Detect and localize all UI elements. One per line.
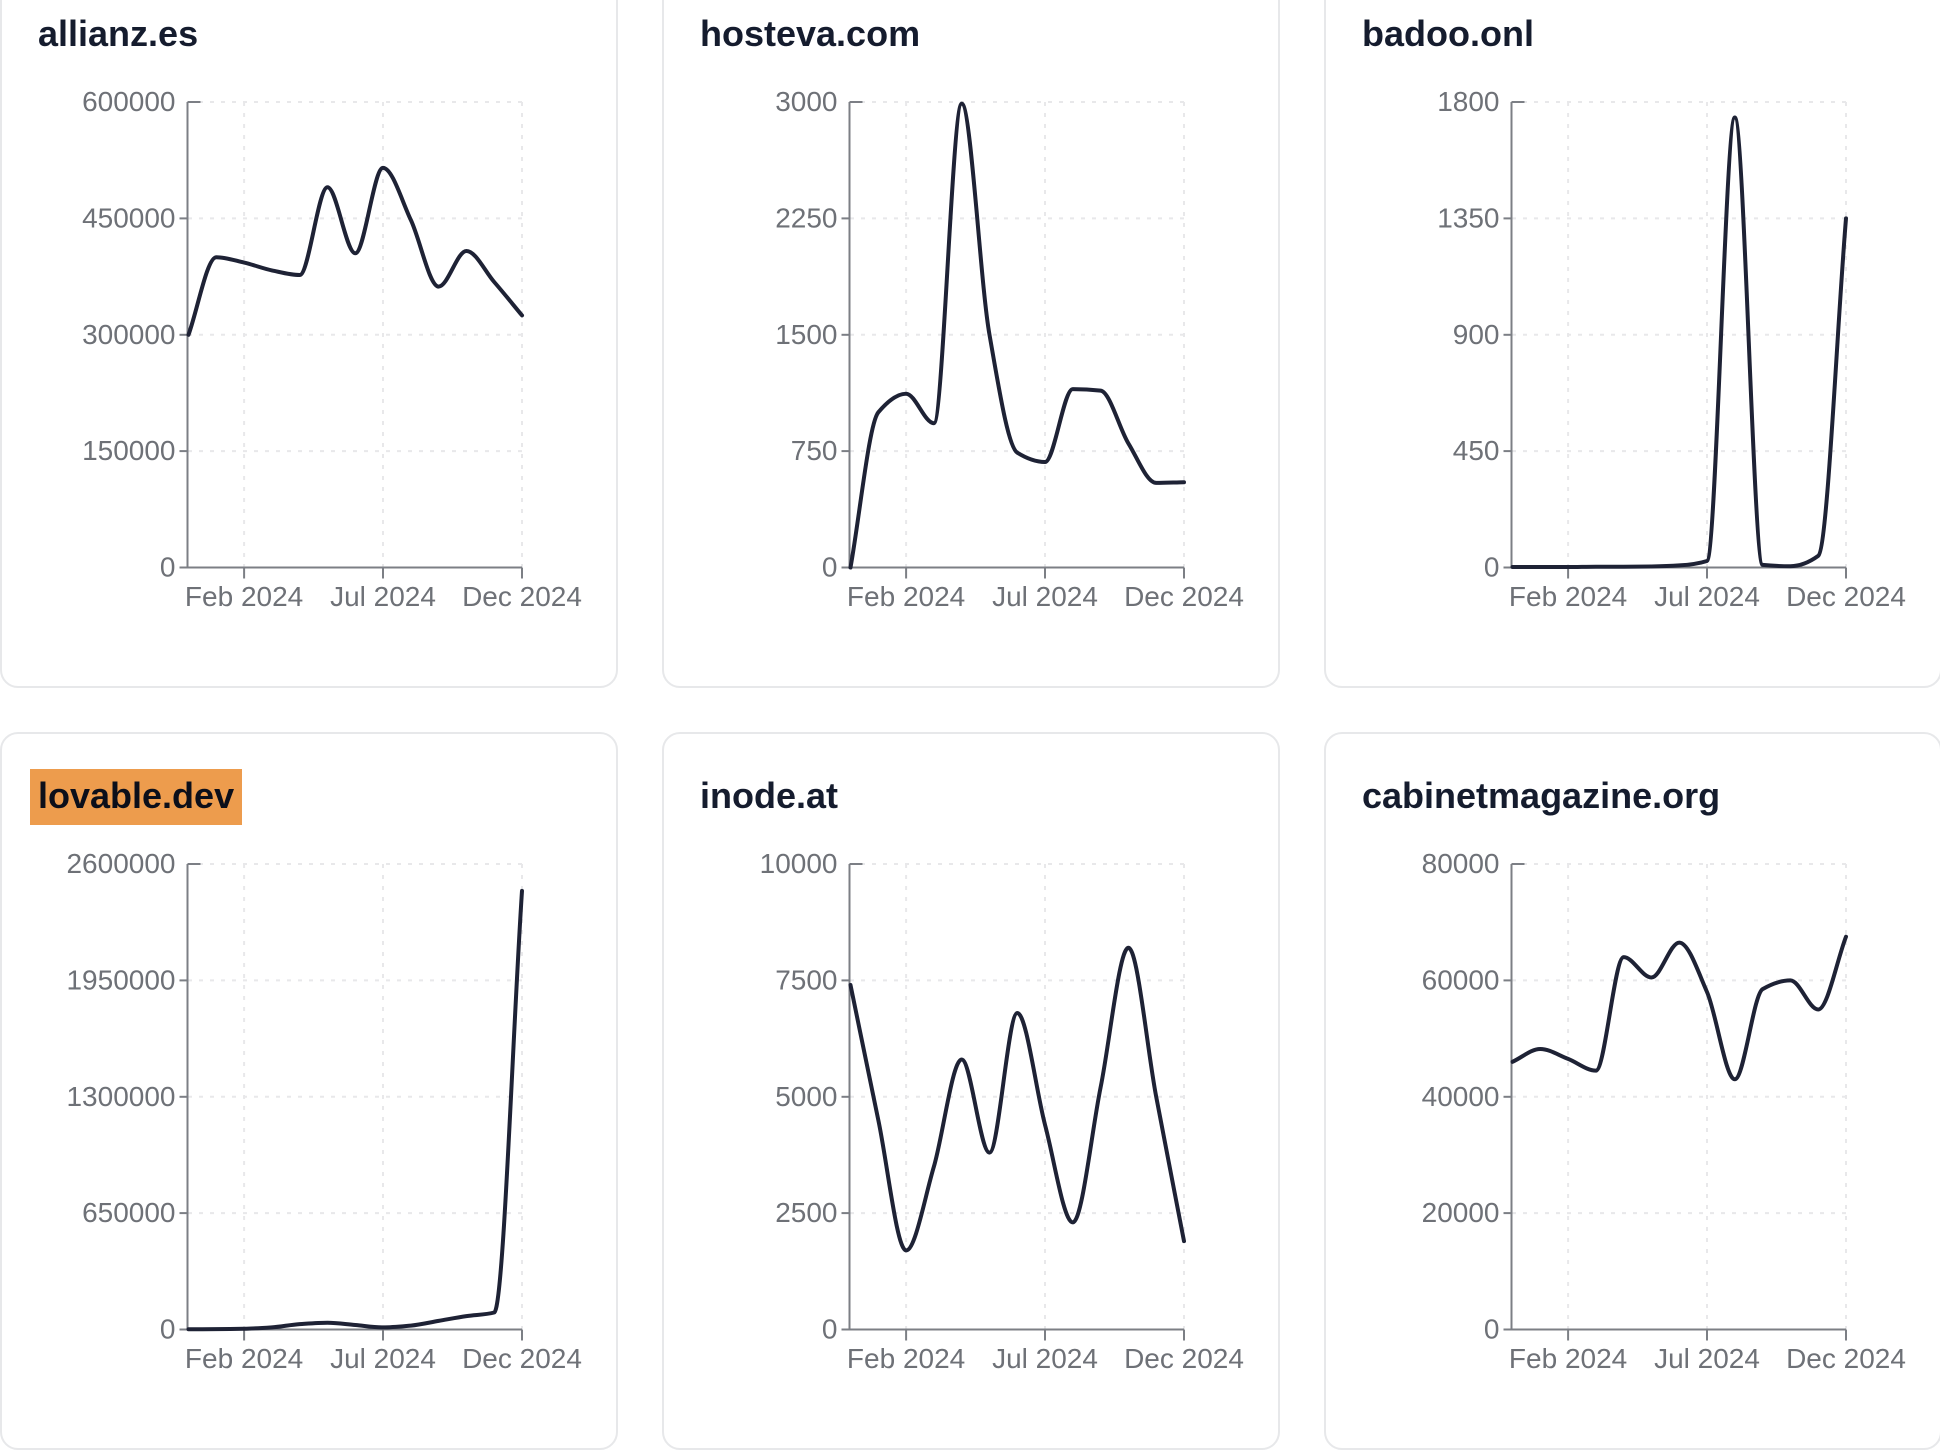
y-tick-label: 10000 [760,848,838,879]
x-tick-label: Jul 2024 [330,1343,436,1374]
x-tick-label: Jul 2024 [1654,581,1760,612]
y-tick-label: 5000 [775,1081,837,1112]
series-line [186,165,524,337]
x-tick-label: Dec 2024 [1124,581,1244,612]
y-tick-label: 0 [160,552,176,583]
x-tick-label: Jul 2024 [992,581,1098,612]
domain-title-link[interactable]: cabinetmagazine.org [1362,775,1721,816]
chart-title: cabinetmagazine.org [1362,774,1940,818]
series-line [1510,934,1848,1082]
y-tick-label: 0 [1484,552,1500,583]
chart-card[interactable]: allianz.es 0 150000 300000 450000 600000 Feb … [0,0,618,688]
x-tick-label: Dec 2024 [462,1343,582,1374]
y-tick-label: 1800 [1437,86,1499,117]
x-tick-label: Jul 2024 [1654,1343,1760,1374]
chart-card[interactable]: inode.at 0 2500 5000 7500 10000 Feb 2024 Jul 2… [662,732,1280,1450]
x-tick-label: Dec 2024 [1786,581,1906,612]
y-tick-label: 60000 [1422,964,1500,995]
x-tick-label: Feb 2024 [847,1343,965,1374]
chart-card[interactable]: lovable.dev 0 650000 1300000 1950000 2600000… [0,732,618,1450]
gridlines [188,101,523,567]
x-tick-label: Feb 2024 [185,1343,303,1374]
x-tick-label: Feb 2024 [185,581,303,612]
gridlines [850,101,1185,567]
y-tick-label: 900 [1453,319,1500,350]
y-tick-label: 0 [822,1314,838,1345]
y-tick-label: 1500 [775,319,837,350]
axes [1503,101,1847,579]
series-line [186,888,524,1332]
y-tick-label: 20000 [1422,1197,1500,1228]
traffic-line-chart: 0 450 900 1350 1800 Feb 2024 Jul 2024 Dec 2024 [1437,86,1906,612]
axes [179,863,523,1341]
tick-labels: 0 150000 300000 450000 600000 Feb 2024 Jul 202… [82,86,582,612]
y-tick-label: 0 [1484,1314,1500,1345]
series-line [1510,115,1848,569]
y-tick-label: 1300000 [66,1081,175,1112]
y-tick-label: 0 [822,552,838,583]
y-tick-label: 450 [1453,435,1500,466]
gridlines [1512,863,1847,1329]
tick-labels: 0 20000 40000 60000 80000 Feb 2024 Jul 2024 Dec… [1422,848,1906,1374]
chart-title: lovable.dev [30,769,616,825]
y-tick-label: 0 [160,1314,176,1345]
y-tick-label: 80000 [1422,848,1500,879]
traffic-line-chart: 0 150000 300000 450000 600000 Feb 2024 Jul 202… [82,86,582,612]
y-tick-label: 2500 [775,1197,837,1228]
gridlines [188,863,523,1329]
tick-labels: 0 450 900 1350 1800 Feb 2024 Jul 2024 Dec 2024 [1437,86,1906,612]
y-tick-label: 1950000 [66,964,175,995]
x-tick-label: Feb 2024 [1509,581,1627,612]
y-tick-label: 7500 [775,964,837,995]
series-line [848,945,1186,1253]
axes [1503,863,1847,1341]
chart-title: hosteva.com [700,12,1278,56]
y-tick-label: 2600000 [66,848,175,879]
traffic-line-chart: 0 20000 40000 60000 80000 Feb 2024 Jul 2024 Dec… [1422,848,1906,1374]
x-tick-label: Jul 2024 [992,1343,1098,1374]
axes [841,101,1185,579]
chart-title: inode.at [700,774,1278,818]
domain-title-link-highlighted[interactable]: lovable.dev [30,769,243,825]
traffic-line-chart: 0 2500 5000 7500 10000 Feb 2024 Jul 2024 Dec 20… [760,848,1244,1374]
traffic-line-chart: 0 650000 1300000 1950000 2600000 Feb 2024 Jul … [66,848,581,1374]
y-tick-label: 650000 [82,1197,175,1228]
y-tick-label: 600000 [82,86,175,117]
y-tick-label: 300000 [82,319,175,350]
chart-card[interactable]: cabinetmagazine.org 0 20000 40000 60000 8000… [1324,732,1940,1450]
y-tick-label: 40000 [1422,1081,1500,1112]
x-tick-label: Dec 2024 [1124,1343,1244,1374]
domain-title-link[interactable]: allianz.es [38,13,199,54]
x-tick-label: Dec 2024 [1786,1343,1906,1374]
traffic-line-chart: 0 750 1500 2250 3000 Feb 2024 Jul 2024 Dec 2024 [775,86,1244,612]
axes [841,863,1185,1341]
gridlines [850,863,1185,1329]
chart-title: badoo.onl [1362,12,1940,56]
y-tick-label: 750 [791,435,838,466]
tick-labels: 0 2500 5000 7500 10000 Feb 2024 Jul 2024 Dec 20… [760,848,1244,1374]
tick-labels: 0 650000 1300000 1950000 2600000 Feb 2024 Jul … [66,848,581,1374]
y-tick-label: 3000 [775,86,837,117]
chart-title: allianz.es [38,12,616,56]
series-line [848,101,1186,570]
y-tick-label: 2250 [775,202,837,233]
y-tick-label: 150000 [82,435,175,466]
x-tick-label: Feb 2024 [847,581,965,612]
chart-card[interactable]: badoo.onl 0 450 900 1350 1800 Feb 2024 Jul 202… [1324,0,1940,688]
domain-title-link[interactable]: inode.at [700,775,839,816]
chart-card[interactable]: hosteva.com 0 750 1500 2250 3000 Feb 2024 Jul … [662,0,1280,688]
x-tick-label: Jul 2024 [330,581,436,612]
y-tick-label: 1350 [1437,202,1499,233]
domain-title-link[interactable]: badoo.onl [1362,13,1534,54]
x-tick-label: Dec 2024 [462,581,582,612]
domain-title-link[interactable]: hosteva.com [700,13,921,54]
y-tick-label: 450000 [82,202,175,233]
x-tick-label: Feb 2024 [1509,1343,1627,1374]
tick-labels: 0 750 1500 2250 3000 Feb 2024 Jul 2024 Dec 2024 [775,86,1244,612]
gridlines [1512,101,1847,567]
axes [179,101,523,579]
